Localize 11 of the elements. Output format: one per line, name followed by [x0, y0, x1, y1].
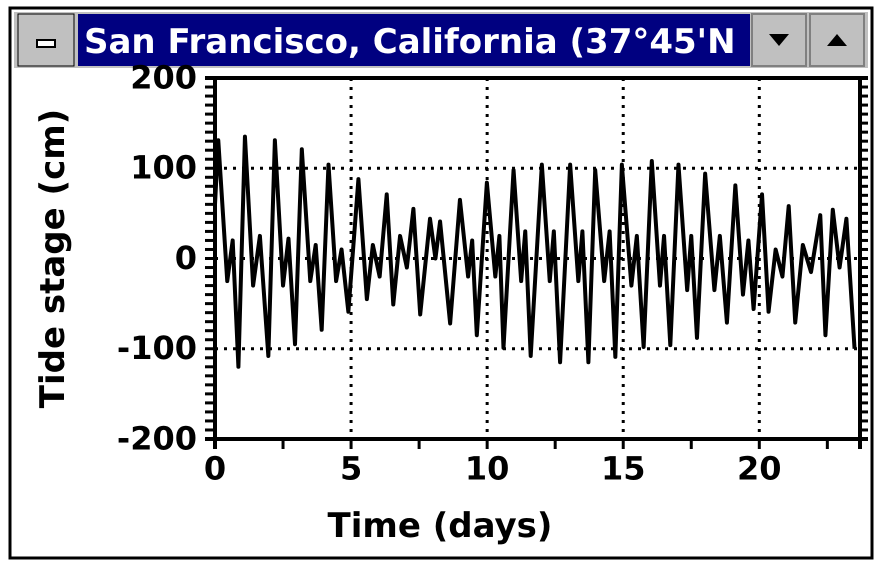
y-tick-label: -100: [116, 328, 197, 367]
x-tick-label: 15: [600, 450, 646, 488]
x-axis-title: Time (days): [328, 506, 552, 546]
y-tick-label: 100: [130, 148, 197, 186]
x-tick-label: 10: [464, 450, 510, 488]
y-axis-title: Tide stage (cm): [33, 108, 73, 408]
y-tick-label: -200: [116, 419, 197, 458]
x-tick-label: 0: [204, 450, 226, 488]
x-tick-label: 20: [737, 450, 782, 488]
y-tick-label: 0: [174, 238, 197, 277]
x-tick-label: 5: [340, 450, 362, 488]
